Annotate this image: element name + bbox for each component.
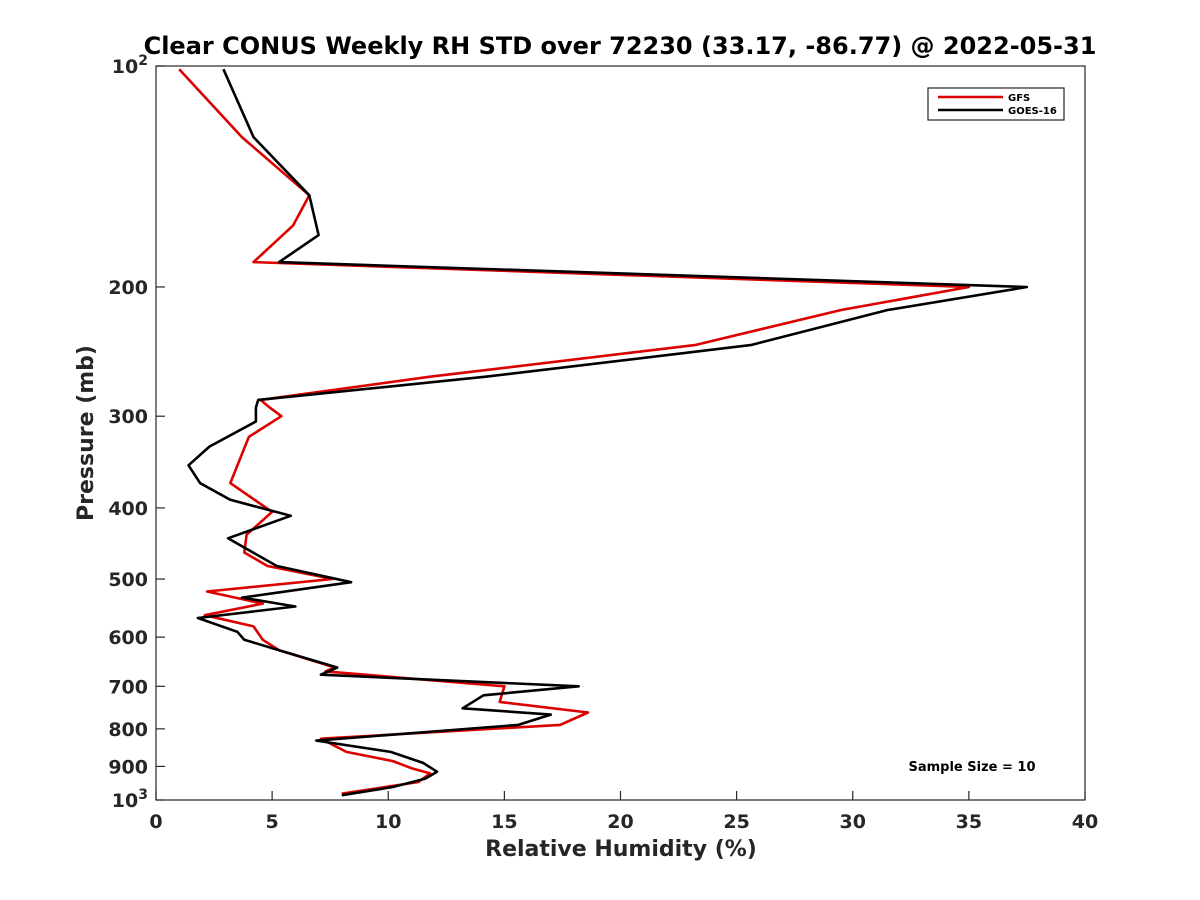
y-tick-label: 200 [108, 277, 148, 299]
y-tick-label: 300 [108, 406, 148, 428]
y-tick-label: 102 [112, 53, 148, 78]
x-tick-label: 25 [723, 811, 749, 833]
legend: GFS GOES-16 [927, 87, 1065, 121]
x-tick-label: 40 [1072, 811, 1098, 833]
y-axis-ticks: 102 200 300 400 500 600 700 800 900 103 [108, 53, 165, 812]
sample-size-annotation: Sample Size = 10 [908, 760, 1035, 775]
x-axis-label: Relative Humidity (%) [485, 837, 757, 862]
plot-area: 0 5 10 15 20 25 30 35 40 102 200 300 400 500 600 700 80… [108, 53, 1098, 833]
x-tick-label: 20 [607, 811, 633, 833]
legend-label-goes16: GOES-16 [1008, 106, 1057, 117]
x-tick-label: 5 [266, 811, 279, 833]
series-line-goes-16 [187, 68, 1029, 797]
y-tick-label: 103 [112, 787, 148, 812]
legend-label-gfs: GFS [1008, 93, 1030, 104]
y-tick-label: 700 [108, 676, 148, 698]
y-tick-label: 400 [108, 498, 148, 520]
x-tick-label: 10 [375, 811, 401, 833]
x-axis-ticks: 0 5 10 15 20 25 30 35 40 [149, 791, 1098, 833]
y-tick-label: 500 [108, 569, 148, 591]
legend-box [927, 87, 1065, 121]
y-tick-label: 900 [108, 756, 148, 778]
y-axis-label: Pressure (mb) [74, 345, 99, 521]
x-tick-label: 30 [840, 811, 866, 833]
x-tick-label: 15 [491, 811, 517, 833]
chart-title: Clear CONUS Weekly RH STD over 72230 (33… [144, 32, 1097, 60]
axes-frame [155, 65, 1086, 801]
y-tick-label: 800 [108, 719, 148, 741]
y-tick-label: 600 [108, 627, 148, 649]
x-tick-label: 35 [956, 811, 982, 833]
series-layer [178, 68, 1029, 797]
x-tick-label: 0 [149, 811, 162, 833]
